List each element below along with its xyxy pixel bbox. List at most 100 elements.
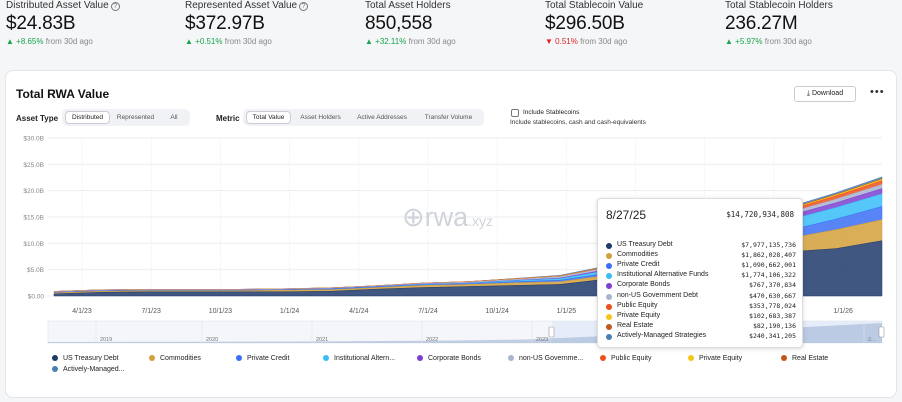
stat-change: ▲ +32.11%	[365, 37, 407, 46]
asset-type-represented[interactable]: Represented	[116, 114, 155, 121]
x-tick-label: 10/1/24	[486, 308, 509, 315]
tooltip-series-value: $240,341,205	[749, 331, 796, 340]
tooltip-swatch	[606, 293, 612, 300]
tooltip-swatch	[606, 273, 612, 280]
stat-value: 850,558	[365, 13, 433, 34]
tooltip-swatch	[606, 303, 612, 310]
y-tick-label: $0.00	[28, 294, 45, 301]
tooltip-series-value: $767,370,834	[749, 281, 796, 290]
metric-transfer-volume[interactable]: Transfer Volume	[424, 114, 473, 121]
asset-type-segmented-control: Distributed Represented All	[62, 109, 190, 126]
tooltip-row: Private Equity $102,683,387	[606, 312, 796, 322]
stat-change-suffix: from 30d ago	[764, 37, 812, 46]
download-label: Download	[811, 90, 844, 97]
y-tick-label: $5.0B	[27, 267, 44, 274]
legend-label: Public Equity	[611, 355, 652, 362]
stats-bar: Distributed Asset Value? $24.83B ▲ +8.65…	[0, 0, 902, 62]
stat-total-stablecoin-holders: Total Stablecoin Holders 236.27M ▲ +5.97…	[725, 0, 833, 46]
legend-swatch	[508, 355, 514, 361]
legend-item[interactable]: Institutional Altern...	[323, 355, 395, 362]
tooltip-series-name: Commodities	[617, 251, 658, 259]
tooltip-series-name: Public Equity	[617, 301, 658, 309]
stat-total-stablecoin-value: Total Stablecoin Value $296.50B ▼ 0.51% …	[545, 0, 643, 46]
tooltip-swatch	[606, 283, 612, 290]
stat-represented-asset-value: Represented Asset Value? $372.97B ▲ +0.5…	[185, 0, 309, 46]
legend-label: Corporate Bonds	[428, 355, 481, 362]
info-icon[interactable]: ?	[110, 2, 120, 11]
metric-total-value[interactable]: Total Value	[246, 111, 291, 124]
tooltip-series-name: Institutional Alternative Funds	[617, 271, 709, 279]
tooltip-row: US Treasury Debt $7,977,135,736	[606, 241, 796, 251]
legend-item[interactable]: Public Equity	[600, 355, 651, 362]
download-button[interactable]: ⤓ Download	[794, 86, 856, 102]
tooltip-row: Actively-Managed Strategies $240,341,205	[606, 332, 796, 342]
include-stablecoins-checkbox[interactable]	[511, 109, 519, 117]
tooltip-total: $14,720,934,808	[726, 210, 794, 219]
navigator-handle-left[interactable]	[548, 326, 555, 338]
stat-change-suffix: from 30d ago	[224, 37, 272, 46]
x-tick-label: 4/1/24	[349, 308, 369, 315]
tooltip-series-value: $1,774,106,322	[741, 271, 796, 280]
navigator-handle-right[interactable]	[878, 326, 885, 338]
navigator-year-label: 2...	[868, 337, 876, 343]
legend-swatch	[600, 355, 606, 361]
legend-label: Private Equity	[699, 355, 743, 362]
legend-item[interactable]: Actively-Managed...	[52, 366, 124, 373]
legend-item[interactable]: US Treasury Debt	[52, 355, 119, 362]
info-icon[interactable]: ?	[299, 2, 309, 11]
legend-swatch	[781, 355, 787, 361]
download-icon: ⤓	[806, 90, 812, 97]
navigator-year-label: 2023	[536, 337, 548, 343]
tooltip-date: 8/27/25	[606, 208, 647, 222]
tooltip-series-name: US Treasury Debt	[617, 241, 673, 248]
x-tick-label: 7/1/24	[418, 308, 438, 315]
metric-active-addresses[interactable]: Active Addresses	[357, 114, 407, 121]
metric-asset-holders[interactable]: Asset Holders	[300, 114, 341, 121]
tooltip-row: Public Equity $353,778,024	[606, 302, 796, 312]
stat-total-asset-holders: Total Asset Holders 850,558 ▲ +32.11% fr…	[365, 0, 456, 46]
stat-value: $372.97B	[185, 13, 265, 34]
legend-swatch	[688, 355, 694, 361]
legend-item[interactable]: Private Credit	[236, 355, 289, 362]
legend-item[interactable]: Corporate Bonds	[417, 355, 481, 362]
tooltip-series-name: Corporate Bonds	[617, 281, 670, 289]
watermark-text: rwa	[424, 202, 469, 232]
x-tick-label: 1/1/24	[280, 308, 300, 315]
legend-swatch	[417, 355, 423, 361]
tooltip-swatch	[606, 253, 612, 260]
stat-label: Total Stablecoin Value	[545, 0, 644, 11]
stat-distributed-asset-value: Distributed Asset Value? $24.83B ▲ +8.65…	[6, 0, 120, 46]
tooltip-swatch	[606, 263, 612, 270]
tooltip-row: Corporate Bonds $767,370,834	[606, 281, 796, 291]
stat-change: ▼ 0.51%	[545, 37, 578, 46]
y-tick-label: $10.0B	[23, 241, 44, 248]
stat-label: Total Stablecoin Holders	[725, 0, 833, 11]
y-tick-label: $30.0B	[23, 136, 44, 143]
legend-item[interactable]: Private Equity	[688, 355, 742, 362]
legend-label: non-US Governme...	[519, 355, 584, 362]
tooltip-series-value: $1,862,028,407	[741, 251, 796, 260]
stat-label: Distributed Asset Value	[6, 0, 109, 11]
legend-label: Institutional Altern...	[334, 355, 396, 362]
y-tick-label: $15.0B	[23, 215, 44, 222]
stat-change-suffix: from 30d ago	[45, 37, 93, 46]
more-options-icon[interactable]: •••	[870, 86, 885, 98]
tooltip-row: Private Credit $1,090,662,001	[606, 261, 796, 271]
legend-item[interactable]: Real Estate	[781, 355, 828, 362]
tooltip-series-value: $1,090,662,001	[741, 261, 796, 270]
watermark-globe-icon: ⊕	[402, 202, 425, 232]
stat-change: ▲ +5.97%	[725, 37, 763, 46]
tooltip-row: Commodities $1,862,028,407	[606, 251, 796, 261]
navigator-year-label: 2021	[316, 337, 328, 343]
legend-item[interactable]: Commodities	[149, 355, 201, 362]
stat-change: ▲ +0.51%	[185, 37, 223, 46]
tooltip-series-name: Actively-Managed Strategies	[617, 331, 707, 339]
tooltip-series-name: Real Estate	[617, 321, 654, 329]
asset-type-distributed[interactable]: Distributed	[65, 111, 110, 124]
navigator-year-label: 2020	[206, 337, 218, 343]
legend-item[interactable]: non-US Governme...	[508, 355, 583, 362]
asset-type-all[interactable]: All	[170, 114, 178, 121]
legend-label: Commodities	[160, 355, 201, 362]
x-tick-label: 4/1/23	[72, 308, 92, 315]
tooltip-series-name: Private Credit	[617, 261, 660, 269]
